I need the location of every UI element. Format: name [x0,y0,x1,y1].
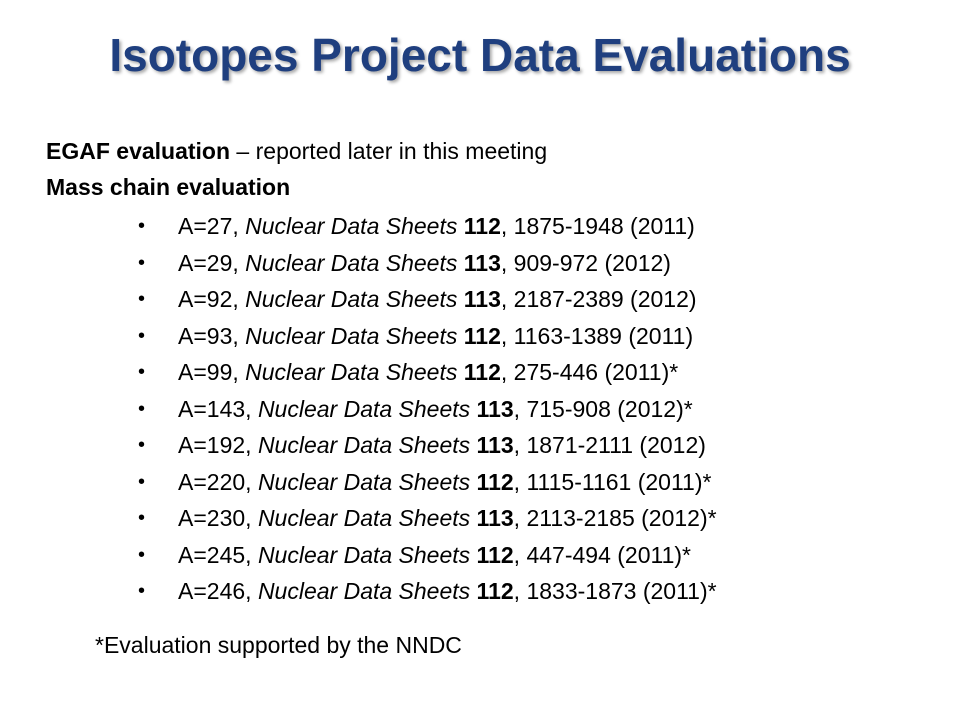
item-mass: A=245, [178,541,258,568]
item-pages: , 1115-1161 (2011)* [513,468,712,495]
item-journal: Nuclear Data Sheets [245,322,458,349]
item: A=27, Nuclear Data Sheets 112, 1875-1948… [178,211,695,241]
item-volume: 112 [457,322,501,349]
item-volume: 113 [470,432,514,458]
item-mass: A=230, [178,505,258,531]
bullet: • [138,580,146,602]
item: A=29, Nuclear Data Sheets 113, 909-972 (… [178,248,671,278]
slide-title: Isotopes Project Data Evaluations [109,29,851,81]
item-journal: Nuclear Data Sheets [257,578,471,604]
item-volume: 113 [457,286,501,312]
bullet: • [138,543,146,566]
bullet: • [138,434,146,456]
item-volume: 112 [457,359,501,385]
item-mass: A=92, [178,286,246,312]
item-journal: Nuclear Data Sheets [257,505,471,531]
item-journal: Nuclear Data Sheets [245,286,458,312]
item-pages: , 1833-1873 (2011)* [513,578,717,604]
item-pages: , 1871-2111 (2012) [513,432,706,458]
item-volume: 112 [470,578,514,604]
bullet: • [138,215,146,237]
intro-rest: – reported later in this meeting [230,138,548,164]
footnote: *Evaluation supported by the NNDC [95,632,462,658]
bullet: • [138,470,146,493]
item-mass: A=143, [178,395,258,422]
item-pages: , 447-494 (2011)* [513,541,691,568]
item: A=93, Nuclear Data Sheets 112, 1163-1389… [178,321,693,351]
item-volume: 113 [470,395,514,422]
item-pages: , 275-446 (2011)* [500,359,679,385]
item: A=99, Nuclear Data Sheets 112, 275-446 (… [178,357,678,387]
item-volume: 112 [457,213,501,239]
item-pages: , 1875-1948 (2011) [500,213,695,239]
item: A=230, Nuclear Data Sheets 113, 2113-218… [178,503,717,533]
item-journal: Nuclear Data Sheets [257,468,471,495]
item-mass: A=220, [178,468,258,495]
section-heading: Mass chain evaluation [46,174,291,200]
bullet: • [138,251,146,274]
item-mass: A=192, [178,432,258,458]
item-volume: 113 [470,505,514,531]
item-pages: , 2113-2185 (2012)* [513,505,717,531]
item-journal: Nuclear Data Sheets [257,395,471,422]
intro-line: EGAF evaluation – reported later in this… [46,136,547,166]
item: A=143, Nuclear Data Sheets 113, 715-908 … [178,394,693,424]
bullet: • [138,397,146,420]
item-mass: A=246, [178,578,258,604]
item-pages: , 1163-1389 (2011) [500,322,694,349]
item-journal: Nuclear Data Sheets [245,359,458,385]
item: A=245, Nuclear Data Sheets 112, 447-494 … [178,540,691,570]
item: A=246, Nuclear Data Sheets 112, 1833-187… [178,576,717,606]
item-pages: , 2187-2389 (2012) [500,286,697,312]
item-mass: A=27, [178,213,246,239]
item-volume: 112 [470,468,514,495]
item-mass: A=93, [178,322,246,349]
item-journal: Nuclear Data Sheets [245,249,458,276]
item-journal: Nuclear Data Sheets [245,213,458,239]
item: A=92, Nuclear Data Sheets 113, 2187-2389… [178,284,697,314]
item-volume: 113 [457,249,501,276]
bullet: • [138,288,146,310]
intro-bold: EGAF evaluation [46,138,231,164]
bullet: • [138,507,146,529]
item-mass: A=29, [178,249,246,276]
item-mass: A=99, [178,359,246,385]
item-journal: Nuclear Data Sheets [257,541,471,568]
item-journal: Nuclear Data Sheets [257,432,471,458]
bullet: • [138,324,146,347]
item-pages: , 909-972 (2012) [500,249,671,276]
item-volume: 112 [470,541,514,568]
item: A=192, Nuclear Data Sheets 113, 1871-211… [178,430,706,460]
item-pages: , 715-908 (2012)* [513,395,693,422]
bullet: • [138,361,146,383]
item: A=220, Nuclear Data Sheets 112, 1115-116… [178,467,711,497]
